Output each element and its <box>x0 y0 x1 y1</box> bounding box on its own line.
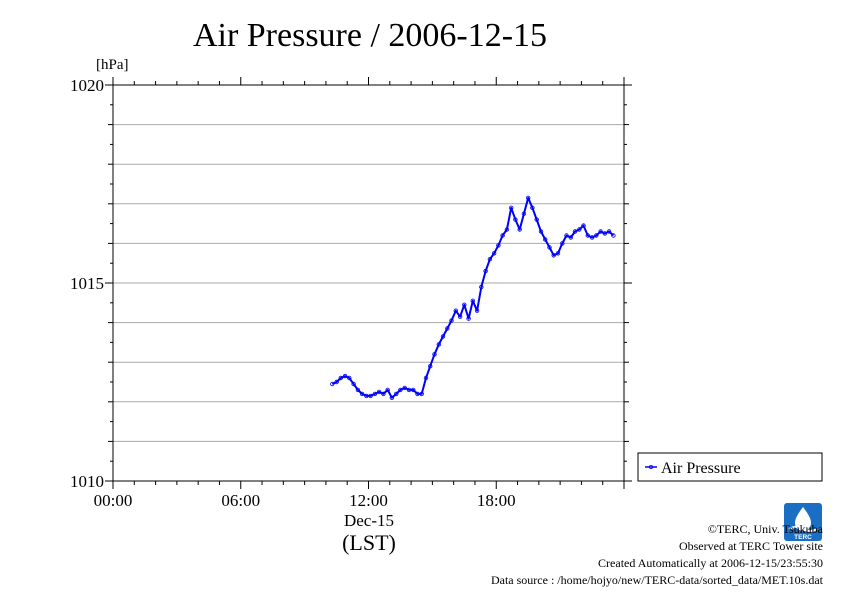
y-axis-unit: [hPa] <box>96 57 129 73</box>
data-point <box>530 205 535 210</box>
series-air-pressure <box>330 195 616 400</box>
data-point <box>449 318 454 323</box>
axis-ticks <box>105 77 632 489</box>
data-point <box>509 205 514 210</box>
data-point <box>419 391 424 397</box>
x-date-label: Dec-15 <box>344 511 394 530</box>
legend-entry-air-pressure: Air Pressure <box>661 460 741 477</box>
data-point <box>415 391 420 397</box>
data-point <box>602 231 607 236</box>
water-drop-icon <box>795 507 811 531</box>
data-point <box>351 381 356 387</box>
data-point <box>581 223 586 228</box>
grid-lines <box>113 124 624 442</box>
data-point <box>491 251 497 256</box>
data-point <box>445 326 450 331</box>
footer-copyright: ©TERC, Univ. Tsukuba <box>707 522 823 536</box>
data-point <box>585 233 590 238</box>
data-point <box>338 375 343 381</box>
data-point <box>521 211 527 216</box>
data-point <box>342 373 348 379</box>
data-point <box>385 387 390 393</box>
data-point <box>526 195 531 201</box>
data-point <box>470 298 475 303</box>
y-tick-label: 1010 <box>70 472 104 491</box>
series-line <box>331 196 615 399</box>
data-point <box>376 389 382 395</box>
data-point <box>330 381 335 387</box>
data-point <box>462 302 467 307</box>
data-point <box>474 308 480 313</box>
data-point <box>538 229 544 234</box>
x-axis-label: (LST) <box>342 530 396 555</box>
data-point <box>594 233 599 238</box>
data-point <box>372 391 378 397</box>
x-tick-label: 12:00 <box>349 491 388 510</box>
data-point <box>457 314 463 319</box>
data-point <box>551 253 556 258</box>
data-point <box>500 233 505 238</box>
x-tick-label: 18:00 <box>477 491 516 510</box>
data-point <box>547 245 552 250</box>
data-point <box>496 243 501 248</box>
data-point <box>606 229 612 234</box>
data-point <box>487 257 493 262</box>
data-point <box>368 393 373 399</box>
data-point <box>611 233 616 238</box>
data-point <box>589 235 595 240</box>
data-point <box>423 375 429 381</box>
data-point <box>504 227 510 232</box>
data-point <box>543 237 548 242</box>
y-tick-label: 1015 <box>70 274 104 293</box>
data-point <box>466 316 471 321</box>
data-point <box>432 352 437 357</box>
data-point <box>534 217 539 222</box>
data-point <box>568 235 573 240</box>
footer-data-source: Data source : /home/hojyo/new/TERC-data/… <box>490 573 823 587</box>
data-point <box>359 391 365 397</box>
x-tick-labels: 00:00 06:00 12:00 18:00 <box>94 491 516 510</box>
y-tick-labels: 1010 1015 1020 <box>70 76 104 491</box>
data-point <box>355 387 361 393</box>
legend: Air Pressure <box>637 452 823 482</box>
data-point <box>598 229 603 234</box>
data-point <box>517 227 522 232</box>
wave-icon <box>788 526 818 532</box>
data-point <box>453 308 458 313</box>
legend-swatch-marker <box>649 464 654 469</box>
data-point <box>479 284 484 290</box>
data-point <box>513 217 518 222</box>
y-tick-label: 1020 <box>70 76 104 95</box>
data-point <box>381 391 386 397</box>
data-point <box>394 391 399 397</box>
data-point <box>564 233 569 238</box>
data-point <box>577 227 582 232</box>
legend-box <box>637 452 823 482</box>
terc-logo-text: TERC <box>794 534 812 541</box>
data-point <box>364 393 369 399</box>
data-point <box>347 375 352 381</box>
data-point <box>406 387 412 393</box>
data-point <box>389 395 395 400</box>
chart-title: Air Pressure / 2006-12-15 <box>193 17 547 54</box>
data-point <box>483 268 488 274</box>
x-tick-label: 00:00 <box>94 491 133 510</box>
data-point <box>436 342 441 347</box>
data-point <box>428 364 433 369</box>
data-point <box>411 387 416 393</box>
data-point <box>572 229 578 234</box>
data-point <box>555 251 561 256</box>
data-point <box>334 379 339 385</box>
data-point <box>440 334 446 339</box>
data-point <box>560 241 565 246</box>
footer-created: Created Automatically at 2006-12-15/23:5… <box>598 556 823 570</box>
x-tick-label: 06:00 <box>221 491 260 510</box>
terc-logo: TERC <box>784 503 822 541</box>
data-point <box>402 385 407 391</box>
footer-observed: Observed at TERC Tower site <box>678 539 823 553</box>
data-point <box>398 387 403 393</box>
